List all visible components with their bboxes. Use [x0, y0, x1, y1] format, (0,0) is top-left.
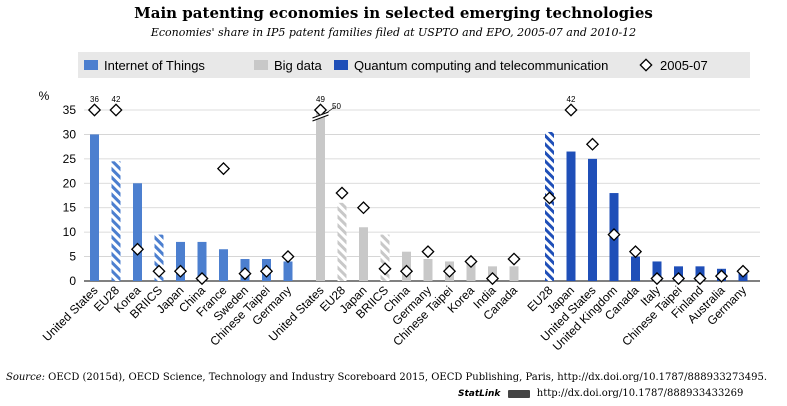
statlink-url[interactable]: http://dx.doi.org/10.1787/888933433269 — [536, 388, 744, 399]
axis-break-line-1 — [312, 111, 329, 119]
marker-2005-07-quantum-computing-and-telecommunication-finland — [693, 271, 707, 286]
marker-2005-07-internet-of-things-china — [195, 271, 209, 286]
marker-2005-07-internet-of-things-briics — [152, 264, 166, 278]
marker-2005-07-big-data-united-states — [313, 103, 328, 117]
axis-break-white — [311, 111, 330, 121]
y-tick-label-10: 10 — [63, 225, 77, 239]
bar-quantum-computing-and-telecommunication-italy — [652, 261, 662, 281]
legend-swatch-internet-of-things — [84, 60, 98, 70]
bar-big-data-canada — [509, 266, 519, 281]
value-label-internet-of-things-eu28-1: 42 — [112, 95, 121, 104]
marker-2005-07-big-data-germany — [421, 245, 435, 259]
bar-quantum-computing-and-telecommunication-canada — [631, 256, 640, 281]
bar-internet-of-things-germany — [283, 261, 293, 281]
value-label-internet-of-things-united-states-0: 36 — [90, 95, 99, 104]
marker-2005-07-quantum-computing-and-telecommunication-germany — [736, 264, 750, 278]
y-tick-label-0: 0 — [69, 274, 76, 288]
bar-internet-of-things-japan — [176, 241, 185, 281]
marker-2005-07-internet-of-things-korea — [130, 242, 145, 256]
marker-2005-07-internet-of-things-eu28 — [109, 103, 123, 117]
marker-2005-07-big-data-briics — [378, 262, 392, 276]
labels: United StatesEU28KoreaBRIICSJapanChinaFr… — [40, 95, 749, 354]
bar-big-data-germany — [423, 259, 433, 281]
bar-big-data-briics — [380, 234, 390, 281]
legend-swatch-quantum-computing-and-telecommunication — [334, 60, 348, 70]
bar-big-data-eu28 — [337, 202, 347, 281]
legend-label-quantum-computing-and-telecommunication: Quantum computing and telecommunication — [354, 58, 608, 73]
marker-2005-07-quantum-computing-and-telecommunication-australia — [714, 269, 729, 283]
bar-internet-of-things-china — [197, 241, 207, 281]
marker-2005-07-big-data-chinese-taipei — [442, 264, 457, 278]
statlink[interactable]: StatLink http://dx.doi.org/10.1787/88893… — [458, 388, 743, 399]
bar-big-data-united-states — [316, 110, 325, 281]
y-tick-label-35: 35 — [63, 103, 77, 117]
bar-internet-of-things-briics — [154, 234, 164, 281]
x-label-internet-of-things-united-states: United States — [40, 283, 101, 344]
marker-2005-07-quantum-computing-and-telecommunication-united-states — [585, 137, 600, 151]
y-axis-label: % — [39, 89, 50, 103]
marker-2005-07-big-data-canada — [507, 252, 521, 266]
legend-label-internet-of-things: Internet of Things — [104, 58, 205, 73]
marker-2005-07-quantum-computing-and-telecommunication-canada — [628, 245, 643, 259]
legend: Internet of Things Big data Quantum comput… — [84, 58, 708, 73]
y-tick-label-20: 20 — [63, 176, 77, 190]
legend-label-big-data: Big data — [274, 58, 322, 73]
chart-title: Main patenting economies in selected eme… — [134, 4, 653, 22]
legend-swatch-big-data — [254, 60, 268, 70]
bar-internet-of-things-united-states — [90, 134, 99, 281]
legend-label-2005-07: 2005-07 — [660, 58, 708, 73]
markers — [87, 103, 750, 286]
source-note: Source: OECD (2015d), OECD Science, Tech… — [6, 372, 767, 383]
marker-2005-07-big-data-eu28 — [335, 186, 349, 200]
value-label-big-data-united-states-0: 49 — [316, 95, 325, 104]
source-label: Source: — [6, 372, 45, 383]
marker-2005-07-quantum-computing-and-telecommunication-italy — [650, 271, 664, 286]
marker-2005-07-quantum-computing-and-telecommunication-eu28 — [542, 191, 557, 205]
bar-internet-of-things-korea — [133, 183, 142, 281]
value-label-big-data-united-states-1: 50 — [332, 102, 341, 111]
bar-quantum-computing-and-telecommunication-japan — [566, 151, 576, 281]
y-tick-label-15: 15 — [63, 201, 77, 215]
bar-big-data-japan — [359, 227, 368, 281]
marker-2005-07-internet-of-things-chinese-taipei — [259, 264, 274, 278]
marker-2005-07-big-data-india — [485, 271, 500, 286]
marker-2005-07-internet-of-things-united-states — [87, 103, 102, 117]
y-tick-label-25: 25 — [63, 152, 77, 166]
chart: Internet of Things Big data Quantum comput… — [39, 52, 760, 354]
statlink-logo-icon — [507, 389, 530, 398]
value-label-quantum-computing-and-telecommunication-japan-0: 42 — [567, 95, 576, 104]
legend-marker-2005-07 — [639, 58, 653, 72]
marker-2005-07-quantum-computing-and-telecommunication-united-kingdom — [607, 228, 621, 242]
marker-2005-07-internet-of-things-germany — [281, 249, 295, 264]
marker-2005-07-big-data-japan — [356, 201, 371, 215]
axis-break-line-2 — [312, 114, 329, 122]
marker-2005-07-big-data-china — [399, 264, 414, 278]
bars — [90, 110, 748, 281]
value-label-leader — [326, 106, 335, 114]
bar-internet-of-things-eu28 — [111, 161, 121, 281]
chart-subtitle: Economies' share in IP5 patent families … — [150, 26, 637, 39]
legend-box — [78, 52, 750, 78]
bar-big-data-korea — [466, 261, 476, 281]
marker-2005-07-internet-of-things-france — [216, 162, 231, 176]
marker-2005-07-quantum-computing-and-telecommunication-chinese-taipei — [671, 271, 686, 286]
y-tick-label-5: 5 — [69, 250, 76, 264]
y-tick-label-30: 30 — [63, 127, 77, 141]
statlink-label: StatLink — [458, 389, 501, 399]
bar-quantum-computing-and-telecommunication-united-states — [588, 158, 597, 281]
marker-2005-07-big-data-korea — [464, 254, 478, 269]
grid: 0 5 10 15 20 25 30 35% — [39, 89, 760, 288]
marker-2005-07-quantum-computing-and-telecommunication-japan — [564, 103, 578, 117]
source-text: OECD (2015d), OECD Science, Technology a… — [48, 372, 768, 383]
bar-internet-of-things-france — [219, 249, 228, 281]
marker-2005-07-internet-of-things-japan — [173, 264, 188, 278]
bar-quantum-computing-and-telecommunication-eu28 — [545, 131, 554, 281]
marker-2005-07-internet-of-things-sweden — [238, 267, 252, 281]
